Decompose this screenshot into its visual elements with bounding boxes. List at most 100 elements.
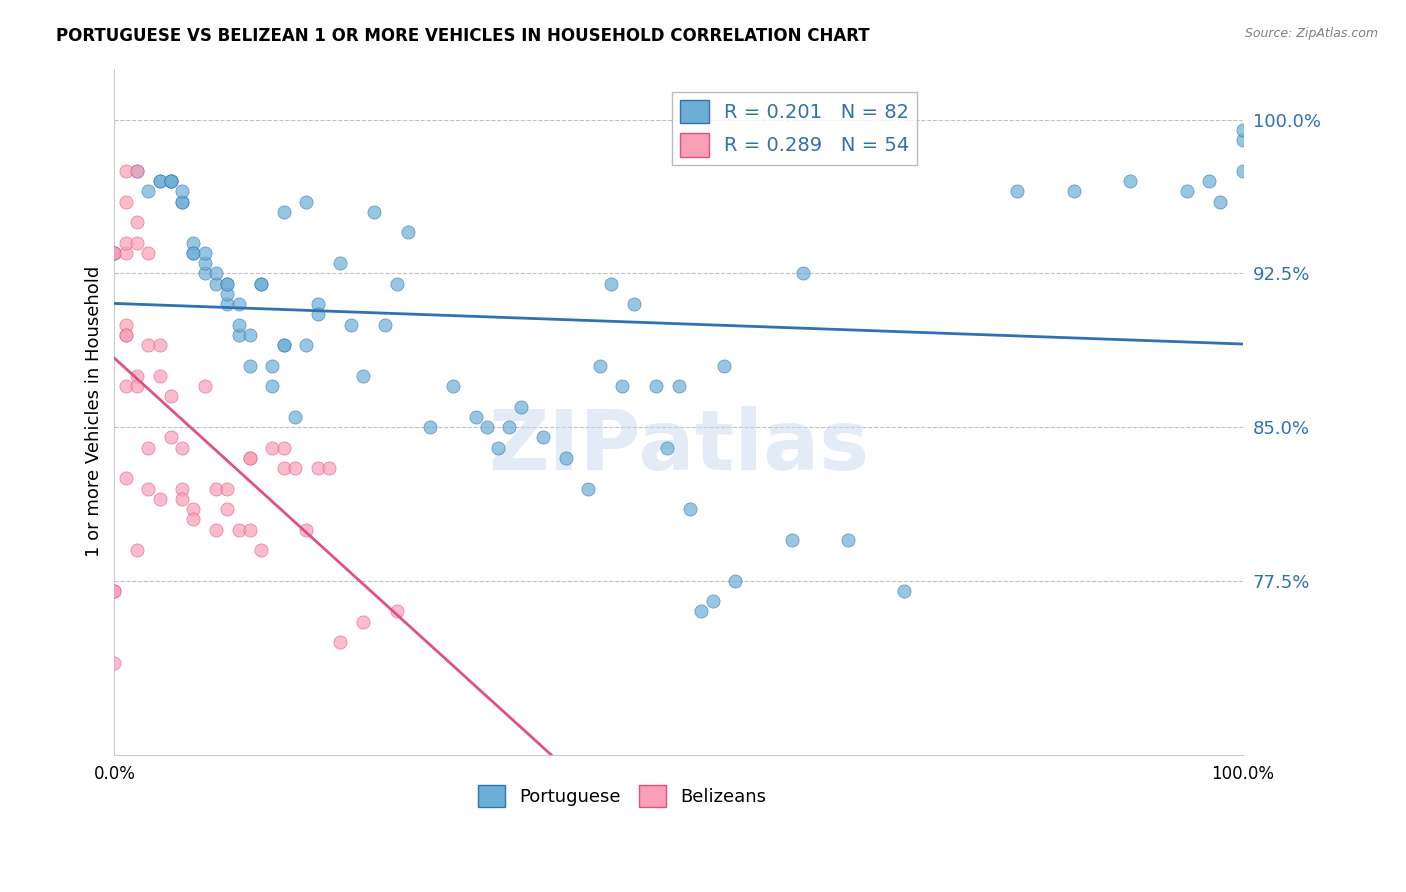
Point [329, 635, 352, 649]
Point [114, 194, 136, 209]
Point [114, 471, 136, 485]
Point [125, 379, 148, 393]
Point [295, 338, 318, 352]
Point [396, 226, 419, 240]
Point [893, 584, 915, 599]
Point [103, 656, 125, 670]
Point [194, 246, 217, 260]
Point [205, 482, 228, 496]
Point [600, 277, 623, 291]
Point [702, 594, 724, 608]
Point [1119, 174, 1142, 188]
Point [160, 174, 183, 188]
Point [385, 605, 408, 619]
Point [273, 441, 295, 455]
Point [486, 441, 509, 455]
Point [183, 512, 205, 526]
Point [172, 441, 194, 455]
Point [217, 502, 239, 516]
Point [194, 267, 217, 281]
Point [262, 441, 284, 455]
Point [1007, 185, 1029, 199]
Point [1063, 185, 1085, 199]
Point [217, 297, 239, 311]
Point [329, 256, 352, 270]
Point [724, 574, 747, 588]
Point [340, 318, 363, 332]
Point [114, 327, 136, 342]
Point [205, 277, 228, 291]
Point [509, 400, 531, 414]
Point [239, 359, 262, 373]
Point [690, 605, 713, 619]
Point [780, 533, 803, 547]
Point [612, 379, 634, 393]
Point [307, 307, 329, 321]
Point [385, 277, 408, 291]
Point [475, 420, 498, 434]
Point [1232, 123, 1254, 137]
Point [228, 523, 250, 537]
Point [352, 368, 374, 383]
Point [114, 327, 136, 342]
Point [103, 246, 125, 260]
Point [531, 430, 554, 444]
Point [103, 584, 125, 599]
Point [194, 256, 217, 270]
Point [657, 441, 679, 455]
Point [837, 533, 859, 547]
Point [250, 277, 273, 291]
Point [554, 450, 576, 465]
Point [194, 379, 217, 393]
Point [205, 267, 228, 281]
Point [217, 482, 239, 496]
Point [160, 174, 183, 188]
Point [419, 420, 441, 434]
Text: ZIPatlas: ZIPatlas [488, 406, 869, 486]
Point [125, 164, 148, 178]
Point [441, 379, 464, 393]
Point [228, 297, 250, 311]
Point [284, 409, 307, 424]
Point [136, 482, 159, 496]
Point [114, 379, 136, 393]
Point [295, 194, 318, 209]
Point [172, 194, 194, 209]
Point [1198, 174, 1220, 188]
Point [205, 523, 228, 537]
Point [273, 338, 295, 352]
Point [713, 359, 735, 373]
Point [103, 246, 125, 260]
Point [228, 318, 250, 332]
Point [623, 297, 645, 311]
Point [498, 420, 520, 434]
Point [172, 194, 194, 209]
Point [183, 246, 205, 260]
Point [239, 450, 262, 465]
Point [125, 368, 148, 383]
Point [114, 235, 136, 250]
Point [239, 450, 262, 465]
Point [792, 267, 814, 281]
Point [262, 359, 284, 373]
Point [148, 338, 170, 352]
Point [589, 359, 612, 373]
Point [273, 205, 295, 219]
Point [183, 246, 205, 260]
Point [160, 430, 183, 444]
Point [114, 318, 136, 332]
Point [250, 277, 273, 291]
Point [239, 523, 262, 537]
Y-axis label: 1 or more Vehicles in Household: 1 or more Vehicles in Household [86, 266, 103, 558]
Point [114, 164, 136, 178]
Point [239, 327, 262, 342]
Point [172, 491, 194, 506]
Point [136, 338, 159, 352]
Point [228, 327, 250, 342]
Point [318, 461, 340, 475]
Point [160, 389, 183, 403]
Point [217, 277, 239, 291]
Point [1232, 164, 1254, 178]
Point [645, 379, 668, 393]
Point [160, 174, 183, 188]
